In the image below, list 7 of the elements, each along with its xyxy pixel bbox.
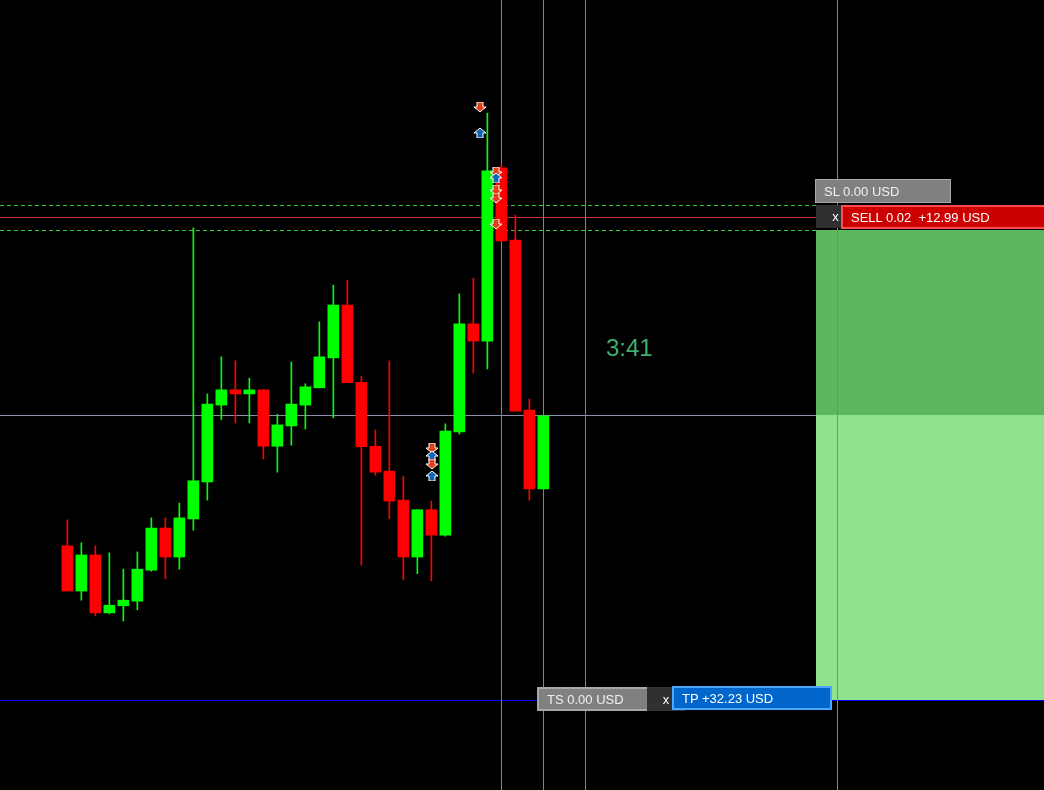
text: x [832, 209, 839, 224]
text: x [662, 691, 670, 707]
text: SL 0.00 USD [815, 179, 951, 203]
text: 3:41 [606, 333, 654, 363]
text: TP +32.23 USD [672, 686, 832, 710]
text: SELL 0.02 +12.99 USD [841, 205, 1044, 229]
text: TS 0.00 USD [537, 687, 663, 711]
